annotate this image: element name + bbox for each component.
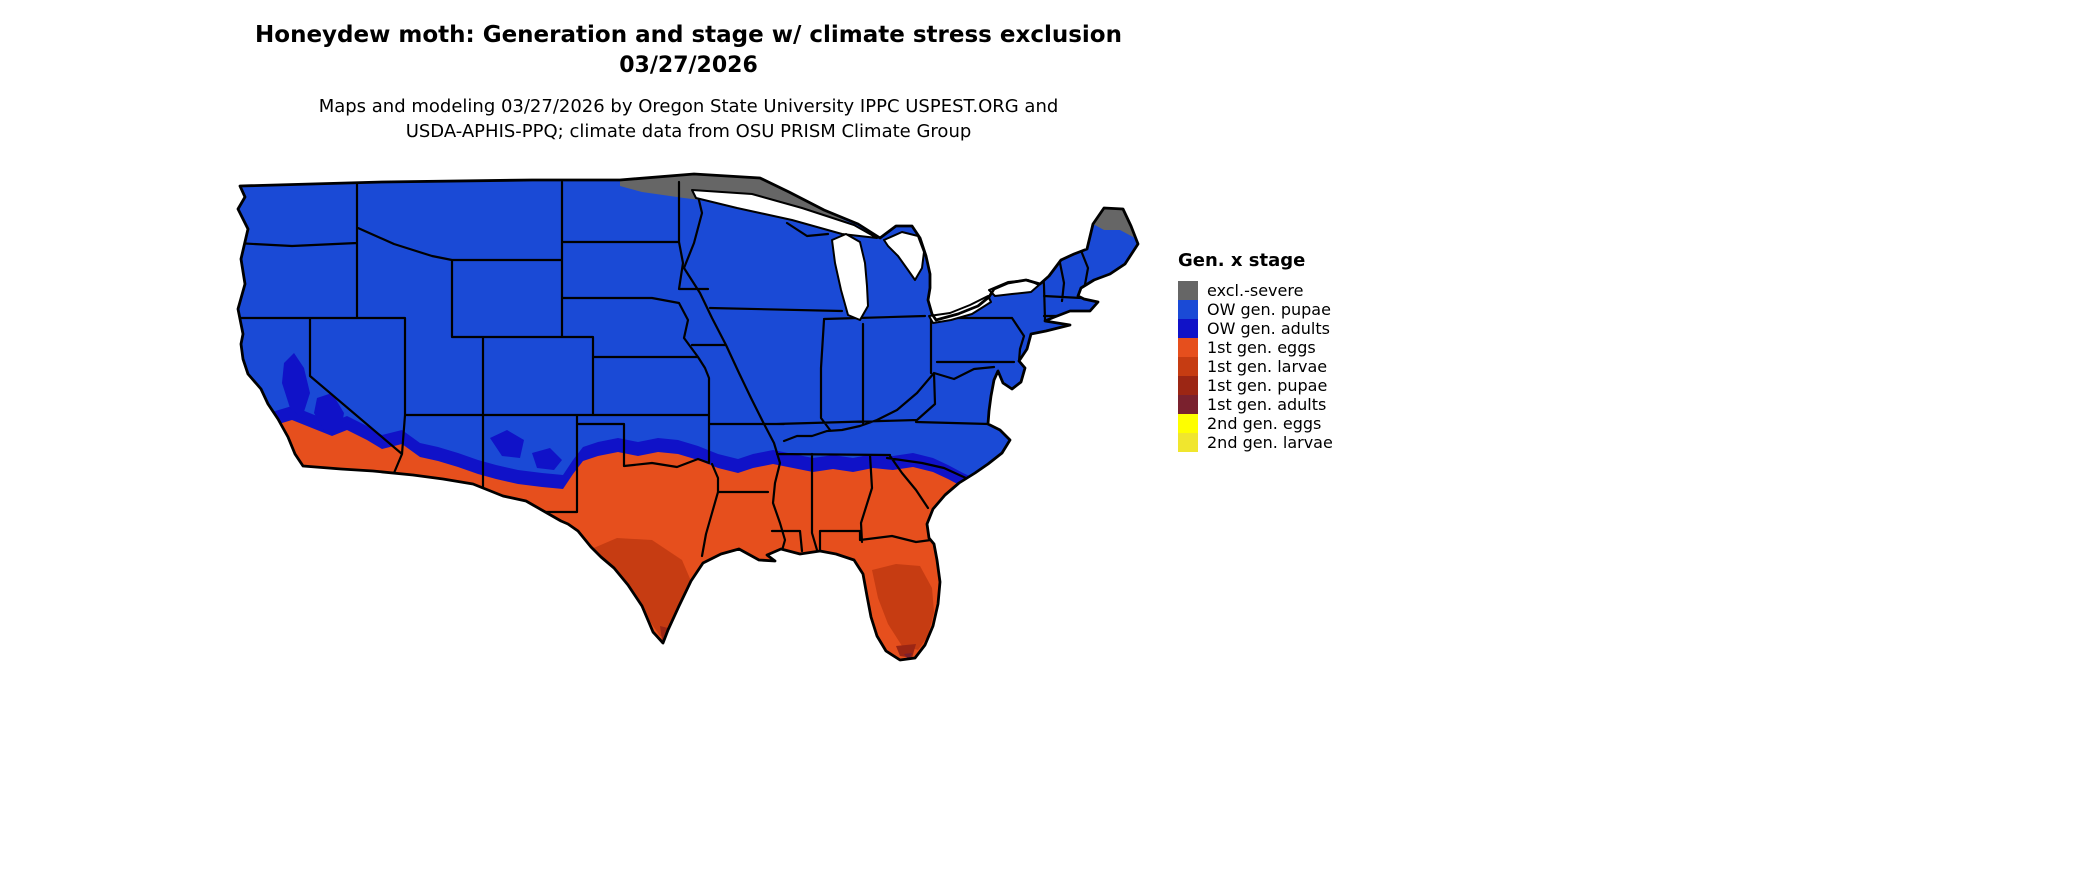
great-lakes [691, 189, 1040, 324]
legend-label-gen1_larvae: 1st gen. larvae [1207, 357, 1328, 376]
us-map-svg [236, 172, 1140, 662]
legend-item-gen2_larvae: 2nd gen. larvae [1178, 433, 1398, 452]
zone-ow-adults-nm1 [490, 430, 524, 458]
legend-title: Gen. x stage [1178, 250, 1306, 271]
legend-swatch-gen1_larvae [1178, 357, 1198, 376]
us-outline [236, 172, 1140, 662]
legend-swatch-gen2_eggs [1178, 414, 1198, 433]
legend-swatch-gen1_adults [1178, 395, 1198, 414]
legend-label-gen1_pupae: 1st gen. pupae [1207, 376, 1328, 395]
caption-line1: Maps and modeling 03/27/2026 by Oregon S… [318, 96, 1059, 117]
legend-swatch-gen1_pupae [1178, 376, 1198, 395]
map-zones [238, 174, 1138, 660]
header: Honeydew moth: Generation and stage w/ c… [232, 0, 1145, 144]
caption-line2: USDA-APHIS-PPQ; climate data from OSU PR… [405, 121, 972, 142]
legend-item-ow_adults: OW gen. adults [1178, 319, 1398, 338]
legend-item-gen1_eggs: 1st gen. eggs [1178, 338, 1398, 357]
legend-label-ow_adults: OW gen. adults [1207, 319, 1330, 338]
zone-ow-pupae [238, 174, 1138, 660]
legend-item-excl_severe: excl.-severe [1178, 281, 1398, 300]
zone-excl-severe-maine [1093, 208, 1135, 238]
legend-item-gen1_adults: 1st gen. adults [1178, 395, 1398, 414]
legend-swatch-ow_adults [1178, 319, 1198, 338]
lake-superior [691, 189, 878, 239]
zone-ow-adults-ca1 [282, 353, 310, 418]
page-title-date: 03/27/2026 [619, 53, 758, 78]
zone-gen1-adults-fl [904, 653, 912, 660]
legend-label-gen2_eggs: 2nd gen. eggs [1207, 414, 1322, 433]
legend-label-ow_pupae: OW gen. pupae [1207, 300, 1331, 319]
legend-items: excl.-severe OW gen. pupae OW gen. adults 1… [1178, 281, 1398, 452]
us-map [232, 168, 1145, 668]
legend-item-gen1_larvae: 1st gen. larvae [1178, 357, 1398, 376]
zone-gen2-larvae-fl [877, 658, 884, 660]
legend-swatch-gen1_eggs [1178, 338, 1198, 357]
state-borders [238, 180, 1090, 558]
legend-swatch-ow_pupae [1178, 300, 1198, 319]
legend-item-gen1_pupae: 1st gen. pupae [1178, 376, 1398, 395]
legend-item-ow_pupae: OW gen. pupae [1178, 300, 1398, 319]
legend-label-gen2_larvae: 2nd gen. larvae [1207, 433, 1333, 452]
page-title: Honeydew moth: Generation and stage w/ c… [255, 22, 1122, 48]
zone-ow-adults-ca2 [314, 393, 344, 436]
legend: Gen. x stage excl.-severe OW gen. pupae OW… [1178, 250, 1398, 452]
legend-item-gen2_eggs: 2nd gen. eggs [1178, 414, 1398, 433]
legend-label-gen1_adults: 1st gen. adults [1207, 395, 1327, 414]
legend-label-gen1_eggs: 1st gen. eggs [1207, 338, 1316, 357]
lake-huron [883, 231, 925, 281]
zone-ow-adults-nm2 [532, 448, 562, 470]
legend-label-excl_severe: excl.-severe [1207, 281, 1304, 300]
legend-swatch-excl_severe [1178, 281, 1198, 300]
zone-gen1-larvae-fl [872, 564, 934, 650]
lake-michigan [831, 233, 869, 321]
legend-swatch-gen2_larvae [1178, 433, 1198, 452]
